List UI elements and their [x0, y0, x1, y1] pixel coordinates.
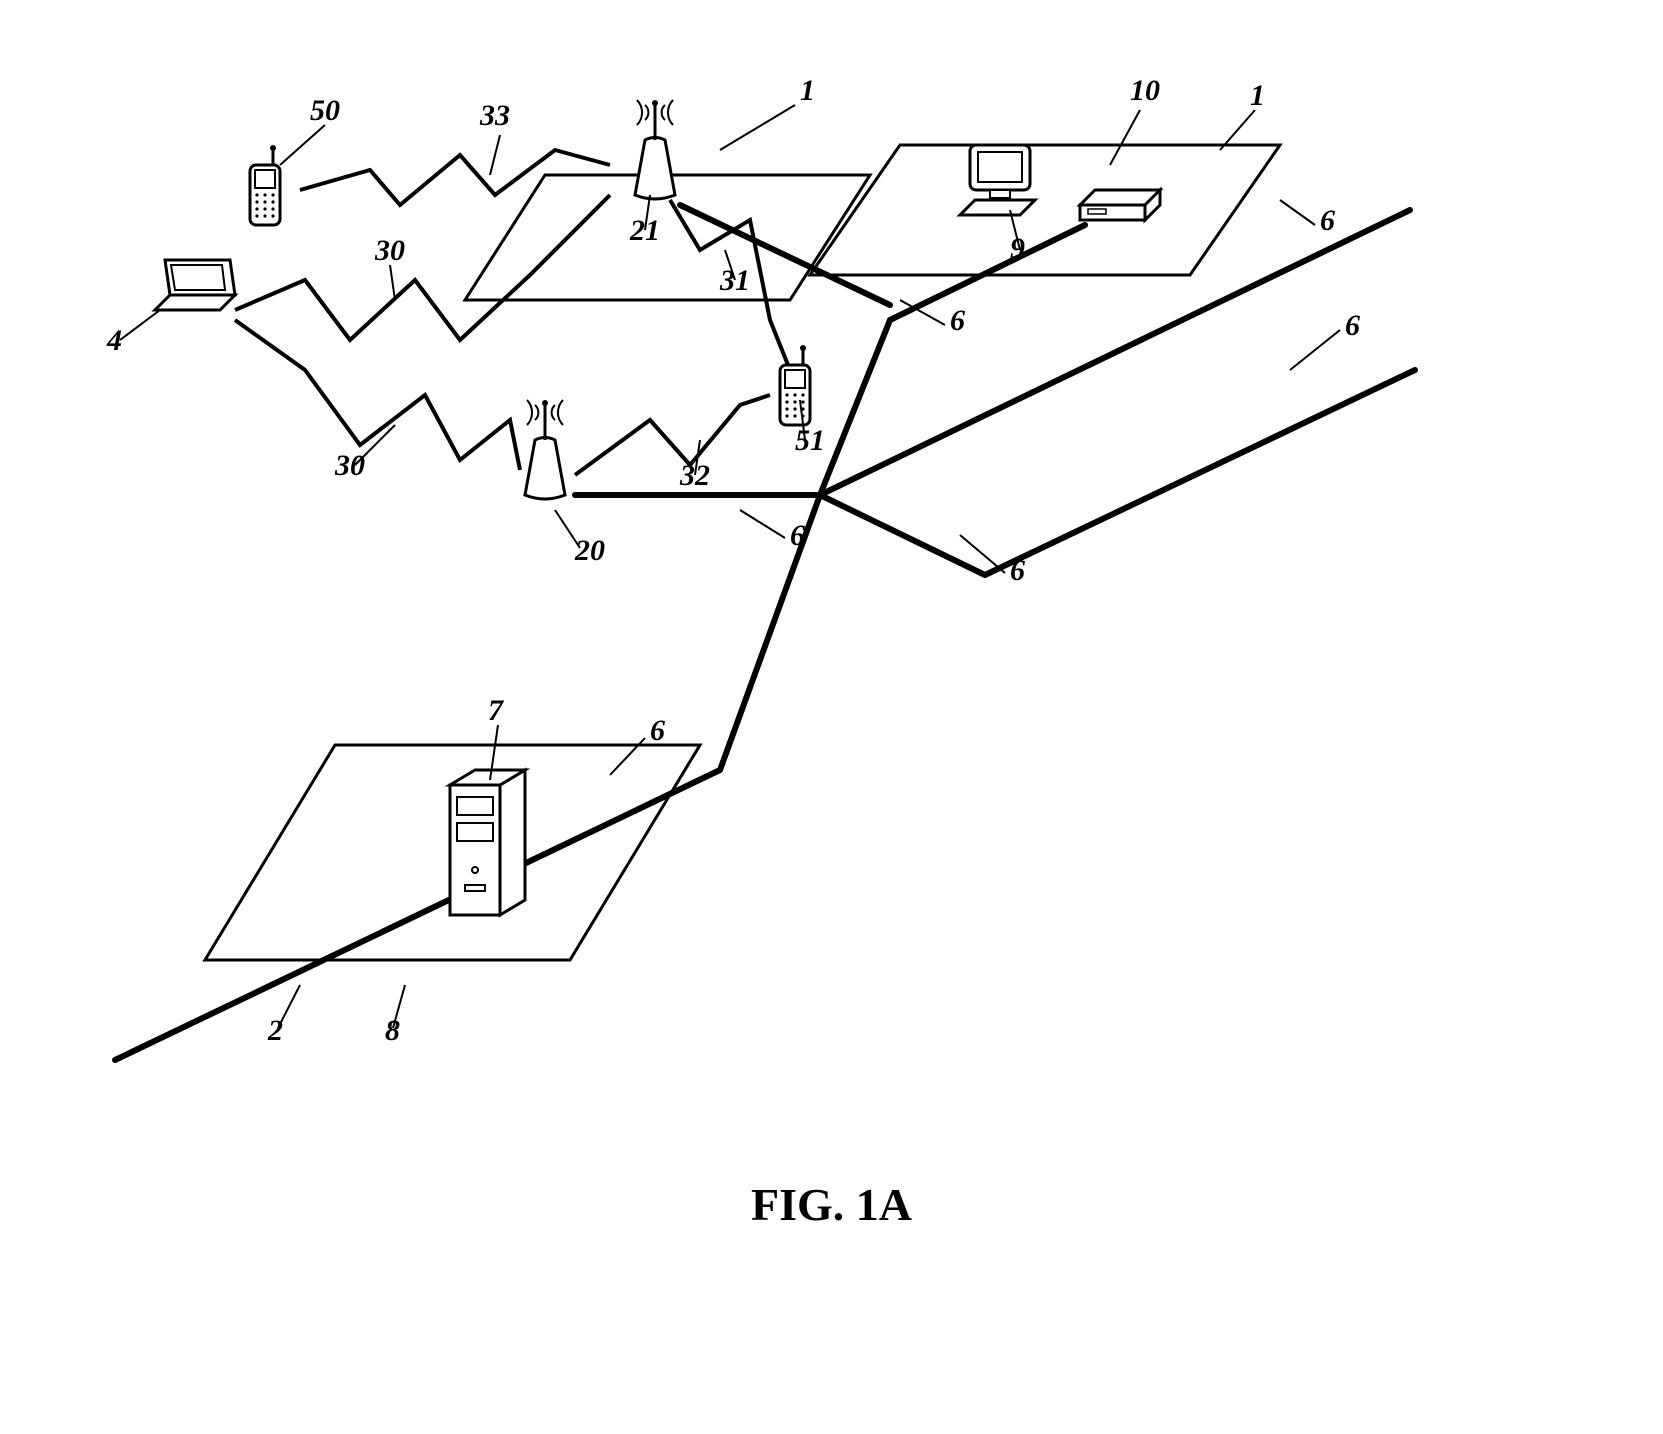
- reference-numeral: 32: [679, 459, 710, 492]
- reference-numeral: 30: [334, 449, 365, 482]
- label-leader-line: [1110, 110, 1140, 165]
- reference-numeral: 6: [650, 714, 665, 747]
- reference-numeral: 6: [950, 304, 965, 337]
- reference-numeral: 51: [795, 424, 825, 457]
- reference-numeral: 9: [1010, 232, 1025, 265]
- label-leader-line: [120, 310, 160, 340]
- reference-numeral: 2: [267, 1014, 283, 1047]
- wireless-link: [235, 195, 610, 340]
- wireless-link: [575, 395, 770, 475]
- reference-numeral: 10: [1130, 74, 1160, 107]
- label-leader-line: [1280, 200, 1315, 225]
- server-icon: [450, 770, 525, 915]
- label-leader-line: [280, 125, 325, 165]
- figure-canvas: 50 33 1 10 1 30 4 21 31 9 6 6 6 30 32 51 20 6 6 7 6 2 8 FIG. 1A: [0, 0, 1663, 1434]
- region-plate: [810, 145, 1280, 275]
- reference-numeral: 6: [1345, 309, 1360, 342]
- network-backbone-segment: [985, 370, 1415, 575]
- mobile-phone-icon: [250, 145, 280, 225]
- reference-numeral: 33: [479, 99, 510, 132]
- reference-numeral: 6: [1320, 204, 1335, 237]
- reference-numeral: 7: [488, 694, 504, 727]
- label-leader-line: [720, 105, 795, 150]
- desktop-pc-icon: [960, 145, 1035, 215]
- reference-numeral: 1: [800, 74, 815, 107]
- network-backbone-segment: [680, 205, 890, 305]
- network-backbone-segment: [115, 770, 720, 1060]
- figure-title: FIG. 1A: [751, 1179, 912, 1230]
- reference-numeral: 21: [629, 214, 660, 247]
- reference-numeral: 50: [310, 94, 340, 127]
- network-backbone-segment: [820, 210, 1410, 495]
- reference-numeral: 6: [790, 519, 805, 552]
- label-leader-line: [490, 135, 500, 175]
- modem-icon: [1080, 190, 1160, 220]
- reference-numeral: 4: [106, 324, 122, 357]
- reference-numeral: 20: [574, 534, 605, 567]
- laptop-icon: [155, 260, 235, 310]
- reference-numeral: 30: [374, 234, 405, 267]
- label-leader-line: [740, 510, 785, 538]
- reference-numeral: 31: [719, 264, 750, 297]
- wireless-link: [300, 150, 610, 205]
- reference-numeral: 1: [1250, 79, 1265, 112]
- reference-numeral: 8: [385, 1014, 400, 1047]
- reference-numeral: 6: [1010, 554, 1025, 587]
- cell-tower-icon: [635, 100, 675, 199]
- label-leader-line: [1290, 330, 1340, 370]
- network-backbone-segment: [720, 495, 820, 770]
- label-leader-line: [390, 265, 395, 300]
- cell-tower-icon: [525, 400, 565, 499]
- network-backbone-segment: [890, 225, 1085, 320]
- wireless-link: [235, 320, 520, 470]
